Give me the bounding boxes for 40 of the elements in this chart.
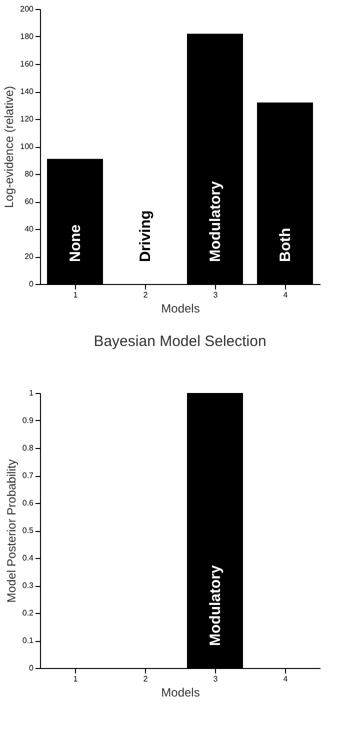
y-tick-label: 40 [24, 224, 34, 234]
y-tick-label: 0.7 [22, 471, 34, 480]
x-tick-label: 2 [143, 290, 148, 300]
y-tick-label: 60 [24, 197, 34, 206]
chart-title: Bayesian Model Selection [94, 333, 266, 350]
y-tick-label: 1 [29, 388, 34, 398]
y-tick-label: 160 [20, 60, 34, 68]
y-tick-label: 80 [24, 170, 34, 178]
x-axis-title: Models [161, 686, 200, 700]
y-tick-label: 0.4 [22, 554, 34, 562]
y-tick-label: 0.5 [22, 526, 34, 535]
y-tick-label: 0.8 [22, 444, 34, 452]
y-tick-label: 20 [24, 252, 34, 261]
x-tick-label: 4 [283, 674, 288, 684]
data-label: Both [277, 228, 294, 262]
y-tick-label: 0.1 [22, 636, 34, 645]
x-tick-label: 1 [73, 674, 78, 684]
data-label: None [67, 224, 84, 262]
y-tick-label: 0.2 [22, 608, 34, 618]
y-axis-title: Log-evidence (relative) [2, 86, 16, 208]
y-tick-label: 120 [20, 114, 34, 124]
x-tick-label: 1 [73, 290, 78, 300]
data-label: Modulatory [207, 564, 224, 646]
data-label: Driving [137, 210, 154, 262]
y-axis-title: Model Posterior Probability [4, 459, 18, 603]
data-label: Modulatory [207, 180, 224, 262]
x-tick-label: 3 [213, 674, 218, 684]
y-tick-label: 0 [29, 664, 34, 672]
y-tick-label: 0.3 [22, 581, 34, 590]
y-tick-label: 100 [20, 142, 34, 151]
x-axis-title: Models [161, 302, 200, 316]
x-tick-label: 2 [143, 674, 148, 684]
y-tick-label: 200 [20, 4, 34, 14]
x-tick-label: 3 [213, 290, 218, 300]
y-tick-label: 180 [20, 32, 34, 41]
y-tick-label: 0.9 [22, 416, 34, 425]
y-tick-label: 0.6 [22, 498, 34, 508]
y-tick-label: 0 [29, 280, 34, 288]
x-tick-label: 4 [283, 290, 288, 300]
y-tick-label: 140 [20, 87, 34, 96]
